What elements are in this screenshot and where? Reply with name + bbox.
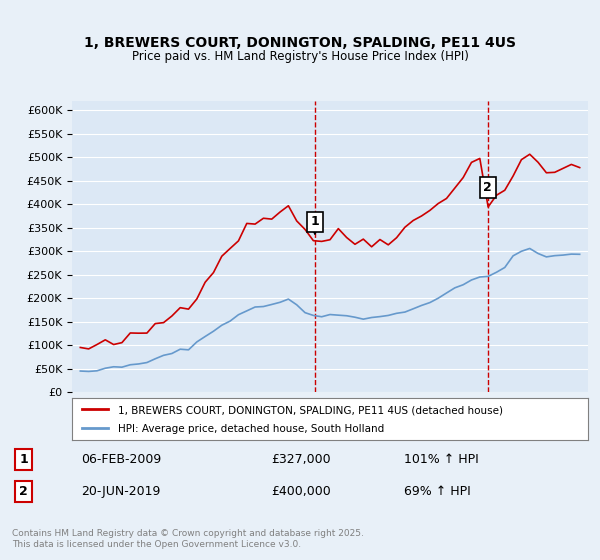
Text: Contains HM Land Registry data © Crown copyright and database right 2025.
This d: Contains HM Land Registry data © Crown c… <box>12 529 364 549</box>
Text: 1: 1 <box>19 453 28 466</box>
Text: HPI: Average price, detached house, South Holland: HPI: Average price, detached house, Sout… <box>118 424 385 434</box>
Text: £400,000: £400,000 <box>271 485 331 498</box>
Text: 1, BREWERS COURT, DONINGTON, SPALDING, PE11 4US (detached house): 1, BREWERS COURT, DONINGTON, SPALDING, P… <box>118 405 503 415</box>
Text: 20-JUN-2019: 20-JUN-2019 <box>81 485 160 498</box>
Text: Price paid vs. HM Land Registry's House Price Index (HPI): Price paid vs. HM Land Registry's House … <box>131 50 469 63</box>
Text: 2: 2 <box>19 485 28 498</box>
Text: 1: 1 <box>310 216 319 228</box>
Text: £327,000: £327,000 <box>271 453 331 466</box>
Text: 1, BREWERS COURT, DONINGTON, SPALDING, PE11 4US: 1, BREWERS COURT, DONINGTON, SPALDING, P… <box>84 36 516 50</box>
Text: 69% ↑ HPI: 69% ↑ HPI <box>404 485 470 498</box>
Text: 2: 2 <box>483 181 492 194</box>
Text: 06-FEB-2009: 06-FEB-2009 <box>81 453 161 466</box>
Text: 101% ↑ HPI: 101% ↑ HPI <box>404 453 478 466</box>
